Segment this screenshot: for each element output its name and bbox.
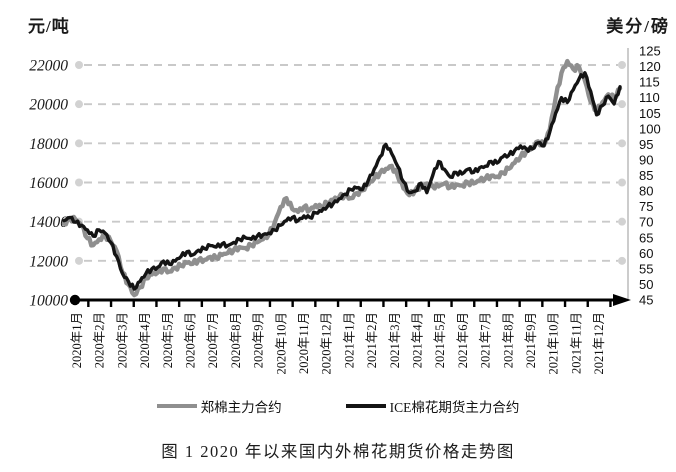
svg-text:60: 60 (639, 246, 653, 261)
svg-text:115: 115 (639, 75, 660, 90)
svg-text:2021年8月: 2021年8月 (501, 312, 515, 368)
svg-text:80: 80 (639, 184, 653, 199)
svg-text:2021年6月: 2021年6月 (456, 312, 470, 368)
svg-text:2020年7月: 2020年7月 (206, 312, 220, 368)
chart-legend: 郑棉主力合约 ICE棉花期货主力合约 (0, 396, 676, 416)
svg-text:120: 120 (639, 59, 661, 74)
svg-text:2021年4月: 2021年4月 (411, 312, 425, 368)
svg-text:2021年9月: 2021年9月 (524, 312, 538, 368)
legend-label-ice-cotton: ICE棉花期货主力合约 (389, 400, 520, 415)
svg-text:125: 125 (639, 44, 661, 59)
svg-text:65: 65 (639, 230, 653, 245)
svg-text:2020年1月: 2020年1月 (70, 312, 84, 368)
svg-text:105: 105 (639, 106, 661, 121)
svg-text:45: 45 (639, 293, 653, 308)
svg-text:95: 95 (639, 137, 653, 152)
legend-label-zheng-cotton: 郑棉主力合约 (200, 400, 282, 415)
svg-text:10000: 10000 (29, 292, 68, 309)
legend-item-ice-cotton: ICE棉花期货主力合约 (345, 396, 520, 416)
svg-text:2020年3月: 2020年3月 (115, 312, 129, 368)
price-trend-line-chart: 22000 20000 18000 16000 14000 12000 10000 12512… (29, 44, 661, 375)
svg-text:2020年2月: 2020年2月 (93, 312, 107, 368)
svg-text:55: 55 (639, 261, 653, 276)
ice-cotton-line-swatch (345, 404, 386, 408)
svg-text:18000: 18000 (29, 136, 68, 153)
svg-text:2020年6月: 2020年6月 (184, 312, 198, 368)
svg-text:2020年12月: 2020年12月 (320, 312, 334, 375)
svg-text:110: 110 (639, 90, 660, 105)
svg-text:2021年2月: 2021年2月 (365, 312, 379, 368)
svg-text:2020年9月: 2020年9月 (252, 312, 266, 368)
svg-text:2021年11月: 2021年11月 (569, 312, 583, 374)
svg-text:90: 90 (639, 152, 653, 167)
svg-text:14000: 14000 (29, 214, 68, 231)
svg-text:16000: 16000 (29, 175, 68, 192)
svg-text:2021年1月: 2021年1月 (342, 312, 356, 368)
svg-text:12000: 12000 (29, 253, 68, 270)
figure-caption: 图 1 2020 年以来国内外棉花期货价格走势图 (161, 442, 515, 461)
right-axis-unit-label: 美分/磅 (606, 17, 670, 36)
svg-text:2021年7月: 2021年7月 (479, 312, 493, 368)
svg-text:2020年5月: 2020年5月 (161, 312, 175, 368)
svg-text:2021年5月: 2021年5月 (433, 312, 447, 368)
svg-text:2021年12月: 2021年12月 (592, 312, 606, 375)
left-axis-unit-label: 元/吨 (28, 17, 70, 36)
svg-text:2021年10月: 2021年10月 (547, 312, 561, 375)
svg-text:2021年3月: 2021年3月 (388, 312, 402, 368)
svg-text:22000: 22000 (29, 57, 68, 74)
svg-text:75: 75 (639, 199, 653, 214)
svg-text:70: 70 (639, 215, 653, 230)
legend-item-zheng-cotton: 郑棉主力合约 (156, 396, 282, 416)
svg-text:2020年8月: 2020年8月 (229, 312, 243, 368)
svg-text:20000: 20000 (29, 97, 68, 114)
svg-text:50: 50 (639, 277, 653, 292)
svg-text:100: 100 (639, 121, 661, 136)
svg-text:85: 85 (639, 168, 653, 183)
svg-text:2020年11月: 2020年11月 (297, 312, 311, 374)
svg-text:2020年10月: 2020年10月 (274, 312, 288, 375)
zheng-cotton-line-swatch (156, 404, 197, 408)
svg-text:2020年4月: 2020年4月 (138, 312, 152, 368)
